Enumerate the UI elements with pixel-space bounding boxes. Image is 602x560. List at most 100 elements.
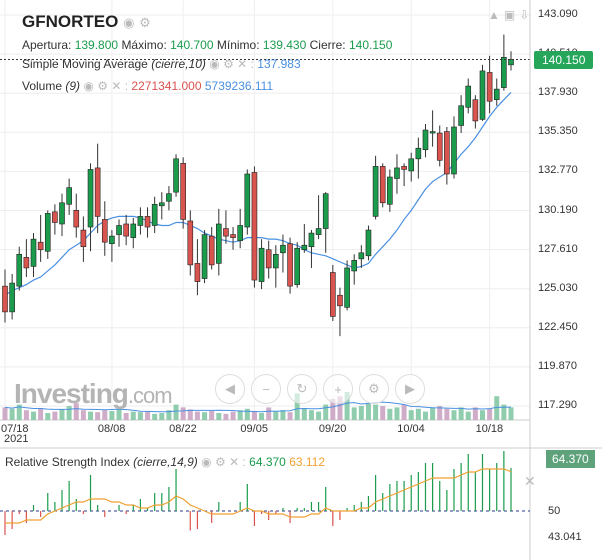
candle-body bbox=[493, 88, 500, 101]
candle-body bbox=[2, 285, 8, 313]
candle-body bbox=[173, 158, 179, 193]
y-tick-label: 127.610 bbox=[538, 242, 578, 255]
volume-bar bbox=[173, 404, 179, 420]
volume-bar bbox=[230, 411, 236, 420]
rsi-pane bbox=[0, 451, 530, 535]
candle-body bbox=[94, 167, 101, 217]
volume-bar bbox=[194, 411, 200, 420]
volume-bar bbox=[280, 410, 286, 420]
gear-icon[interactable]: ⚙ bbox=[97, 79, 108, 93]
reset-button[interactable]: ↻ bbox=[287, 374, 317, 404]
gear-icon[interactable]: ⚙ bbox=[139, 15, 151, 30]
candle-body bbox=[344, 267, 350, 308]
candle-body bbox=[301, 244, 308, 251]
volume-bar bbox=[52, 411, 58, 420]
candle-body bbox=[52, 211, 58, 223]
volume-bar bbox=[323, 404, 329, 420]
volume-bar bbox=[145, 411, 151, 420]
gear-icon[interactable]: ⚙ bbox=[214, 455, 226, 469]
zoom-out-button[interactable]: − bbox=[251, 374, 281, 404]
close-icon[interactable]: ✕ bbox=[111, 79, 122, 93]
x-tick-label: 07/18 bbox=[1, 423, 29, 435]
volume-legend: Volume (9) ◉ ⚙ ✕ : 2271341.000 5739236.1… bbox=[22, 79, 274, 93]
price-tag: 140.150 bbox=[534, 50, 594, 69]
open-value: 139.800 bbox=[74, 38, 119, 52]
volume-bar bbox=[401, 404, 407, 420]
eye-icon[interactable]: ◉ bbox=[209, 57, 220, 71]
volume-bar bbox=[31, 411, 37, 420]
volume-bar bbox=[23, 410, 29, 420]
rsi-legend: Relative Strength Index (cierre,14,9) ◉ … bbox=[5, 455, 326, 469]
candle-body bbox=[9, 282, 15, 313]
ticker-symbol: GFNORTEO bbox=[22, 12, 119, 31]
rsi-value: 64.370 bbox=[249, 455, 286, 469]
candle-body bbox=[287, 243, 293, 287]
eye-icon[interactable]: ◉ bbox=[201, 455, 212, 469]
volume-bar bbox=[2, 407, 8, 420]
low-value: 139.430 bbox=[262, 38, 307, 52]
rsi-signal-line bbox=[5, 468, 512, 524]
candle-body bbox=[387, 176, 393, 205]
candle-body bbox=[251, 172, 258, 281]
rsi-signal-value: 63.112 bbox=[289, 455, 326, 469]
volume-bar bbox=[223, 413, 229, 420]
volume-bar bbox=[273, 411, 279, 420]
volume-bar bbox=[38, 408, 44, 420]
candle-body bbox=[237, 225, 243, 241]
eye-icon[interactable]: ◉ bbox=[83, 79, 94, 93]
ohlc-row: Apertura: 139.800 Máximo: 140.700 Mínimo… bbox=[22, 38, 392, 52]
volume-bar bbox=[508, 407, 514, 420]
close-icon[interactable]: ✕ bbox=[229, 455, 240, 469]
volume-bar bbox=[458, 407, 464, 420]
candle-body bbox=[273, 253, 279, 269]
candle-body bbox=[465, 85, 472, 108]
settings-button[interactable]: ⚙ bbox=[359, 374, 389, 404]
scroll-left-button[interactable]: ◀ bbox=[215, 374, 245, 404]
up-icon[interactable]: ▲ bbox=[488, 8, 504, 22]
lock-icon[interactable]: ▣ bbox=[503, 8, 520, 22]
volume-bar bbox=[308, 410, 314, 420]
volume-bar bbox=[373, 404, 379, 420]
volume-bar bbox=[415, 408, 421, 420]
volume-bar bbox=[244, 408, 250, 420]
x-tick-label: 10/04 bbox=[397, 423, 425, 435]
top-right-icons: ▲▣⇩ bbox=[488, 8, 533, 22]
volume-bars bbox=[2, 392, 514, 420]
candle-body bbox=[116, 225, 122, 235]
candle-body bbox=[180, 163, 186, 220]
gear-icon[interactable]: ⚙ bbox=[223, 57, 234, 71]
volume-bar bbox=[330, 399, 336, 420]
candle-body bbox=[379, 166, 386, 204]
volume-bar bbox=[437, 406, 443, 420]
candle-body bbox=[330, 272, 336, 317]
candle-body bbox=[458, 105, 464, 126]
sma-params: (cierre,10) bbox=[151, 57, 206, 71]
scroll-right-button[interactable]: ▶ bbox=[395, 374, 425, 404]
zoom-in-button[interactable]: + bbox=[323, 374, 353, 404]
volume-bar bbox=[159, 413, 165, 420]
download-icon[interactable]: ⇩ bbox=[519, 8, 534, 22]
candle-body bbox=[144, 216, 151, 228]
volume-bar bbox=[137, 412, 143, 420]
volume-bar bbox=[109, 411, 115, 420]
candle-body bbox=[308, 232, 315, 248]
volume-bar bbox=[287, 412, 293, 420]
candle-body bbox=[315, 228, 322, 235]
volume-bar bbox=[358, 406, 364, 420]
candle-body bbox=[30, 238, 37, 267]
volume-bar bbox=[9, 408, 15, 420]
volume-bar bbox=[472, 407, 478, 420]
eye-icon[interactable]: ◉ bbox=[123, 15, 135, 30]
close-icon[interactable]: ✕ bbox=[237, 57, 248, 71]
close-icon[interactable]: ✕ bbox=[524, 473, 536, 489]
volume-bar bbox=[294, 393, 300, 420]
x-axis-year: 2021 bbox=[4, 433, 29, 445]
candles bbox=[2, 34, 514, 337]
volume-bar bbox=[351, 407, 357, 420]
x-tick-label: 09/20 bbox=[318, 423, 347, 435]
candle-body bbox=[137, 216, 144, 226]
candle-body bbox=[422, 129, 429, 151]
volume-bar bbox=[187, 409, 193, 420]
volume-bar bbox=[301, 408, 307, 420]
